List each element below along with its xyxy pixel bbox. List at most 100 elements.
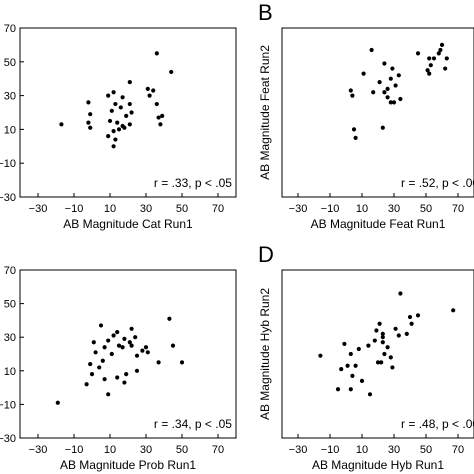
y-tick-label-cat: 10 [4, 124, 16, 136]
data-point-prob [100, 358, 105, 363]
panel-label-feat: B [258, 0, 273, 25]
data-point-prob [133, 335, 138, 340]
data-point-hyb [348, 351, 353, 357]
x-tick-label-cat: 50 [176, 203, 188, 215]
data-point-feat [388, 100, 393, 105]
data-point-cat [145, 86, 150, 91]
data-point-feat [380, 125, 385, 130]
data-point-cat [88, 112, 93, 117]
data-point-cat [107, 118, 113, 124]
data-point-feat [415, 51, 421, 56]
x-tick-label-hyb: 50 [420, 444, 432, 456]
data-point-prob [84, 382, 89, 387]
data-point-cat [113, 101, 118, 107]
data-point-hyb [393, 326, 398, 331]
x-tick-label-cat: 70 [212, 203, 224, 215]
data-point-hyb [380, 335, 385, 340]
data-point-prob [134, 353, 140, 358]
scatter-panel-hyb: −30 −10 10 30 50 70 r = .48, p < .003 AB Magnit… [258, 242, 474, 472]
x-tick-label-feat: 10 [356, 203, 368, 215]
data-point-cat [127, 79, 132, 85]
data-point-prob [122, 336, 127, 341]
annotation-cat: r = .33, p < .05 [154, 176, 232, 190]
data-point-hyb [377, 321, 382, 326]
x-axis-label-hyb: AB Magnitude Hyb Run1 [312, 458, 444, 472]
data-point-hyb [398, 291, 403, 296]
data-point-cat [151, 88, 156, 93]
x-tick-label-feat: −30 [289, 203, 308, 215]
data-point-feat [431, 56, 437, 61]
data-point-cat [59, 122, 64, 127]
data-point-prob [134, 368, 140, 373]
scatter-panel-feat: −30 −10 10 30 50 70 r = .52, p < .002 AB Magnit… [258, 0, 474, 231]
data-point-hyb [345, 363, 350, 368]
data-point-hyb [353, 363, 358, 368]
data-point-hyb [407, 314, 413, 320]
data-point-cat [122, 125, 127, 130]
data-point-hyb [451, 308, 456, 313]
x-tick-label-hyb: 10 [356, 444, 368, 456]
x-tick-label-prob: 70 [212, 444, 224, 456]
plot-area-feat [281, 27, 474, 198]
data-point-feat [436, 51, 441, 56]
data-point-prob [124, 372, 129, 377]
data-point-prob [106, 392, 111, 397]
data-point-prob [116, 343, 122, 348]
data-point-hyb [318, 353, 323, 358]
data-point-hyb [367, 392, 373, 397]
data-point-prob [129, 343, 134, 348]
data-point-hyb [379, 360, 384, 365]
plot-area-cat [19, 27, 237, 198]
data-point-cat [129, 110, 134, 115]
data-point-cat [156, 115, 161, 120]
data-point-feat [385, 95, 390, 100]
data-point-prob [129, 326, 134, 331]
data-point-prob [91, 340, 96, 345]
data-point-prob [156, 360, 161, 365]
data-point-feat [382, 61, 387, 66]
data-point-prob [179, 360, 185, 365]
data-point-feat [439, 42, 445, 48]
data-point-prob [120, 345, 125, 350]
data-point-feat [390, 66, 395, 71]
data-point-feat [351, 127, 357, 132]
data-point-cat [88, 125, 93, 130]
data-point-hyb [396, 333, 401, 338]
y-axis-label-hyb: AB Magnitude Hyb Run2 [258, 288, 272, 420]
data-point-cat [109, 108, 114, 113]
x-tick-label-cat: −10 [65, 203, 84, 215]
data-point-cat [106, 93, 111, 98]
plot-area-prob [19, 269, 237, 439]
data-point-cat [106, 134, 111, 139]
y-tick-label-prob: −10 [0, 399, 16, 411]
data-point-feat [348, 88, 353, 93]
data-point-prob [102, 377, 107, 382]
data-point-feat [369, 47, 374, 53]
x-tick-label-feat: 50 [420, 203, 432, 215]
data-point-hyb [380, 340, 385, 345]
y-tick-label-cat: −30 [0, 192, 16, 204]
x-tick-label-cat: −30 [29, 203, 48, 215]
data-point-prob [89, 372, 95, 377]
x-axis-label-cat: AB Magnitude Cat Run1 [63, 217, 193, 231]
data-point-feat [388, 76, 393, 81]
data-point-prob [122, 380, 127, 385]
data-point-cat [154, 51, 159, 56]
data-point-hyb [382, 351, 387, 357]
data-point-prob [115, 375, 120, 380]
data-point-cat [111, 128, 116, 134]
data-point-hyb [404, 331, 409, 336]
x-tick-label-prob: −10 [65, 444, 84, 456]
data-point-hyb [372, 338, 377, 343]
data-point-feat [438, 47, 443, 53]
x-axis-label-feat: AB Magnitude Feat Run1 [311, 217, 446, 231]
annotation-prob: r = .34, p < .05 [154, 417, 232, 431]
data-point-prob [167, 316, 172, 321]
data-point-feat [391, 100, 397, 105]
data-point-hyb [342, 341, 347, 347]
x-tick-label-feat: 30 [388, 203, 400, 215]
data-point-cat [86, 100, 91, 105]
scatter-panel-prob: −30 −10 10 30 50 70 70 50 30 10 −10 −30 r = .34, p <… [0, 265, 237, 472]
annotation-hyb: r = .48, p < .003 [401, 417, 474, 431]
